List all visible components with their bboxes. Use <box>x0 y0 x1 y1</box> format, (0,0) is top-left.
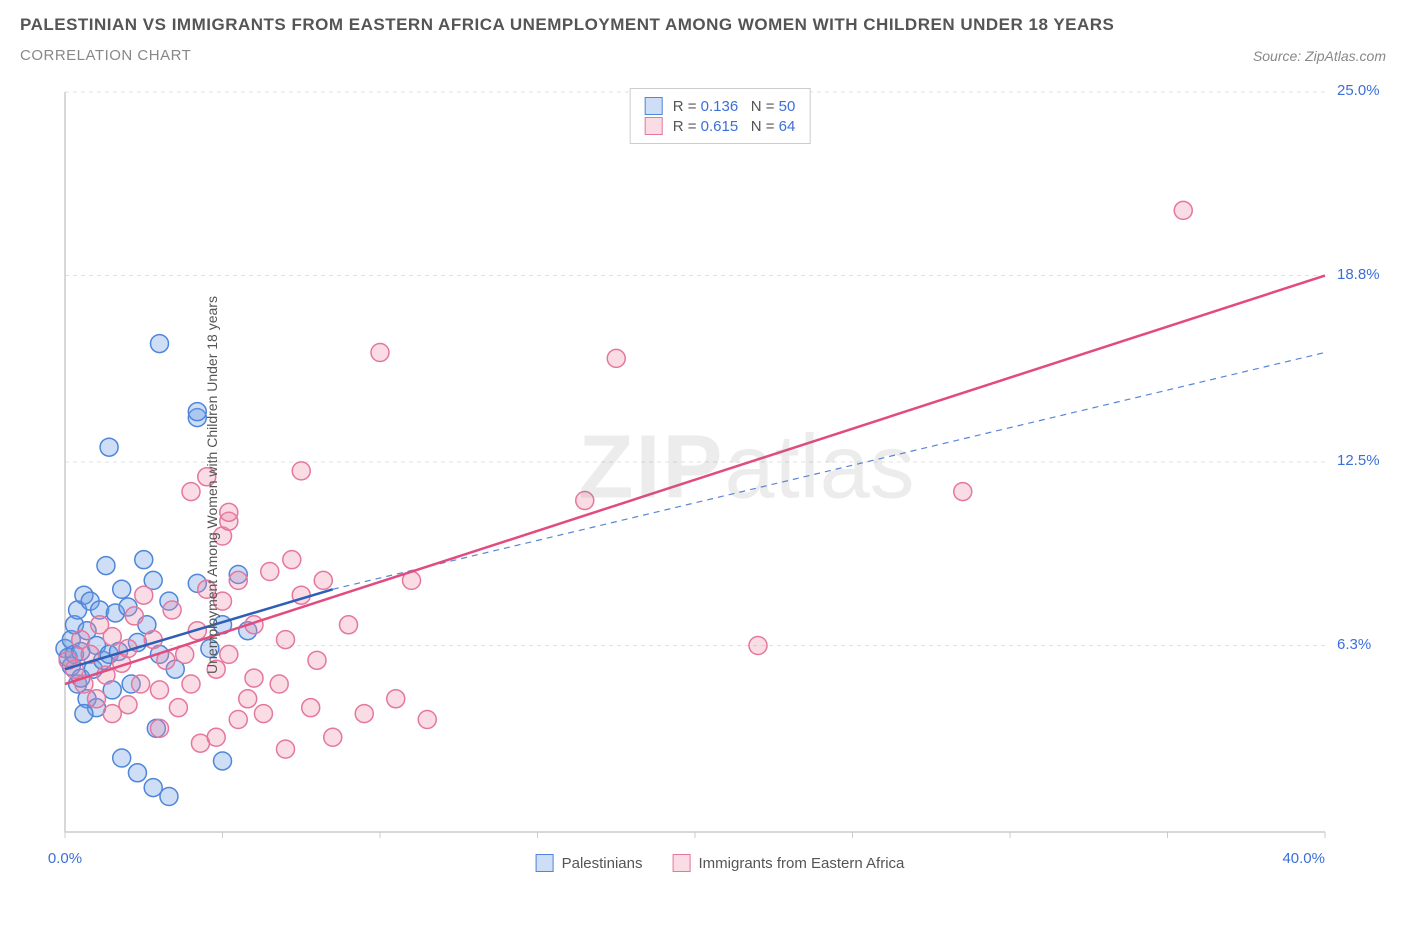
y-axis-label: Unemployment Among Women with Children U… <box>204 296 220 674</box>
header: PALESTINIAN VS IMMIGRANTS FROM EASTERN A… <box>20 15 1386 64</box>
axis-tick-label: 0.0% <box>48 850 82 867</box>
legend-item: Palestinians <box>536 854 643 872</box>
legend-swatch <box>536 854 554 872</box>
legend-item: Immigrants from Eastern Africa <box>672 854 904 872</box>
stats-legend-row: R = 0.136 N = 50 <box>645 97 796 115</box>
chart-subtitle: CORRELATION CHART <box>20 47 1253 64</box>
title-block: PALESTINIAN VS IMMIGRANTS FROM EASTERN A… <box>20 15 1253 64</box>
axis-tick-label: 25.0% <box>1337 82 1380 99</box>
legend-swatch <box>645 97 663 115</box>
series-legend: Palestinians Immigrants from Eastern Afri… <box>536 854 905 872</box>
legend-label: Palestinians <box>562 855 643 872</box>
chart-area: Unemployment Among Women with Children U… <box>55 82 1385 887</box>
axis-tick-label: 12.5% <box>1337 452 1380 469</box>
legend-label: Immigrants from Eastern Africa <box>698 855 904 872</box>
legend-swatch <box>672 854 690 872</box>
axis-tick-label: 40.0% <box>1282 850 1325 867</box>
legend-swatch <box>645 117 663 135</box>
stats-text: R = 0.136 N = 50 <box>673 98 796 115</box>
scatter-chart <box>55 82 1385 887</box>
source-label: Source: ZipAtlas.com <box>1253 48 1386 64</box>
chart-title: PALESTINIAN VS IMMIGRANTS FROM EASTERN A… <box>20 15 1253 35</box>
axis-tick-label: 18.8% <box>1337 266 1380 283</box>
stats-legend: R = 0.136 N = 50 R = 0.615 N = 64 <box>630 88 811 144</box>
stats-legend-row: R = 0.615 N = 64 <box>645 117 796 135</box>
axis-tick-label: 6.3% <box>1337 636 1371 653</box>
stats-text: R = 0.615 N = 64 <box>673 118 796 135</box>
